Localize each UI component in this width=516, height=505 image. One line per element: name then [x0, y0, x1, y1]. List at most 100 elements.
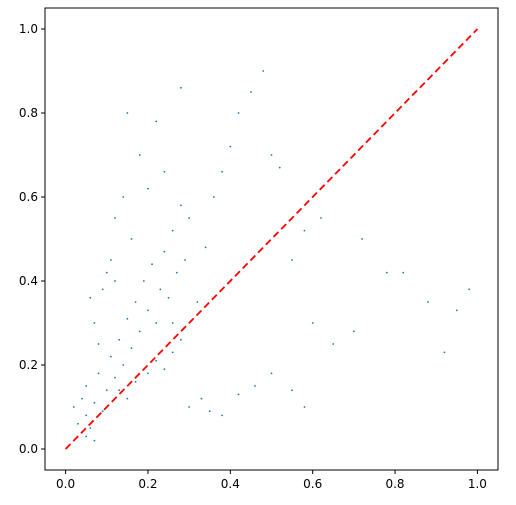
scatter-point: [147, 372, 149, 375]
scatter-point: [134, 301, 137, 303]
scatter-point: [77, 422, 79, 425]
scatter-point: [114, 280, 116, 282]
scatter-point: [171, 322, 174, 324]
scatter-point: [180, 86, 182, 89]
scatter-point: [270, 372, 273, 375]
scatter-point: [159, 288, 162, 291]
points-layer: [72, 70, 471, 442]
scatter-point: [155, 359, 158, 362]
scatter-point: [105, 271, 108, 274]
scatter-point: [163, 170, 166, 173]
scatter-point: [352, 330, 355, 333]
scatter-point: [138, 330, 141, 333]
x-tick-label: 0.0: [56, 477, 75, 491]
scatter-point: [163, 368, 166, 371]
scatter-point: [122, 196, 125, 198]
y-axis: 0.0 0.2 0.4 0.6 0.8 1.0: [19, 22, 45, 456]
scatter-point: [114, 217, 116, 219]
reference-line: [64, 28, 479, 450]
scatter-point: [130, 347, 133, 350]
scatter-point: [303, 229, 306, 232]
scatter-point: [208, 410, 211, 413]
scatter-point: [155, 120, 158, 123]
scatter-point: [118, 389, 121, 392]
scatter-point: [180, 338, 182, 341]
scatter-point: [443, 351, 446, 354]
scatter-point: [130, 238, 133, 240]
scatter-point: [109, 355, 112, 358]
scatter-point: [97, 343, 100, 345]
scatter-point: [142, 280, 145, 282]
scatter-point: [151, 263, 153, 266]
scatter-point: [455, 309, 458, 312]
scatter-point: [221, 170, 223, 173]
scatter-point: [171, 229, 174, 232]
scatter-point: [262, 70, 265, 72]
scatter-point: [93, 322, 96, 324]
scatter-point: [184, 259, 186, 261]
scatter-point: [109, 259, 112, 261]
scatter-point: [134, 380, 137, 383]
scatter-point: [101, 288, 104, 291]
scatter-point: [303, 406, 306, 408]
scatter-point: [196, 301, 199, 303]
scatter-point: [155, 322, 158, 324]
scatter-point: [72, 406, 75, 408]
scatter-point: [81, 397, 83, 400]
scatter-point: [385, 271, 388, 274]
scatter-point: [85, 435, 88, 438]
x-tick-label: 0.8: [385, 477, 404, 491]
x-axis: 0.0 0.2 0.4 0.6 0.8 1.0: [56, 470, 487, 491]
scatter-point: [311, 322, 314, 324]
scatter-point: [105, 389, 108, 392]
scatter-point: [250, 91, 252, 93]
scatter-point: [93, 439, 96, 442]
scatter-point: [180, 204, 182, 207]
scatter-point: [93, 401, 96, 404]
scatter-point: [114, 376, 116, 379]
scatter-point: [402, 271, 405, 274]
scatter-point: [126, 112, 129, 114]
scatter-point: [320, 217, 322, 219]
y-tick-label: 0.6: [19, 190, 38, 204]
y-tick-label: 1.0: [19, 22, 38, 36]
scatter-point: [97, 372, 100, 375]
scatter-point: [270, 154, 273, 156]
x-tick-label: 0.4: [221, 477, 240, 491]
y-tick-label: 0.0: [19, 442, 38, 456]
scatter-point: [254, 385, 256, 387]
scatter-point: [175, 271, 178, 274]
plot-frame: [44, 7, 499, 471]
x-tick-label: 0.6: [303, 477, 322, 491]
x-tick-label: 0.2: [138, 477, 157, 491]
scatter-point: [221, 414, 223, 417]
scatter-point: [118, 338, 121, 341]
scatter-point: [167, 296, 170, 299]
scatter-point: [237, 112, 240, 114]
scatter-point: [361, 238, 363, 240]
scatter-point: [85, 385, 88, 387]
scatter-point: [291, 259, 293, 261]
scatter-point: [122, 364, 125, 366]
y-tick-label: 0.2: [19, 358, 38, 372]
x-tick-label: 1.0: [468, 477, 487, 491]
scatter-point: [229, 145, 232, 148]
scatter-point: [200, 397, 203, 400]
scatter-point: [147, 187, 149, 190]
scatter-point: [278, 166, 281, 169]
y-tick-label: 0.8: [19, 106, 38, 120]
scatter-point: [138, 154, 141, 156]
scatter-point: [204, 246, 207, 249]
scatter-point: [237, 393, 240, 396]
scatter-point: [163, 250, 166, 253]
scatter-point: [427, 301, 429, 303]
scatter-point: [188, 406, 191, 408]
scatter-point: [126, 317, 129, 320]
scatter-point: [468, 288, 471, 291]
scatter-point: [89, 296, 92, 299]
scatter-point: [85, 414, 88, 417]
scatter-point: [332, 343, 335, 345]
scatter-point: [147, 309, 149, 312]
scatter-point: [101, 410, 104, 413]
